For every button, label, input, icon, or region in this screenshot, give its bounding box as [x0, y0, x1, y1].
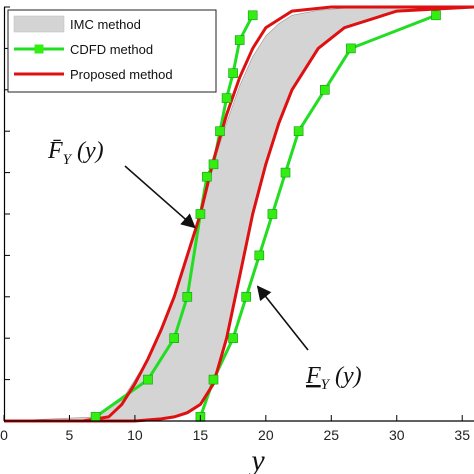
cdfd-upper-marker [143, 374, 153, 385]
cdfd-upper-marker [208, 159, 219, 170]
cdfd-upper-marker [234, 35, 245, 45]
cdfd-lower-marker [228, 333, 238, 344]
cdfd-lower-marker [254, 250, 265, 261]
cdfd-lower-marker [241, 291, 251, 302]
proposed-lower-line [4, 5, 474, 423]
x-tick-label: 30 [389, 427, 405, 443]
legend: IMC method CDFD method Proposed method [7, 9, 217, 93]
cdfd-lower-marker [431, 10, 441, 21]
cdfd-upper-marker [169, 333, 179, 344]
cdfd-lower-marker [293, 126, 304, 136]
cdfd-upper-marker [228, 68, 238, 78]
x-axis: 0 5 10 15 20 25 30 35 [0, 6, 474, 443]
upper-bound-arrow [124, 165, 196, 229]
cdfd-lower-marker [267, 209, 278, 219]
x-tick-label: 35 [454, 427, 470, 443]
plot-area [3, 5, 474, 423]
cdfd-upper-marker [215, 126, 225, 136]
cdfd-upper-marker [247, 10, 258, 21]
x-axis-title: y [248, 444, 265, 474]
annotations: F̄Y (y) FY (y) [47, 138, 362, 393]
cdfd-lower-marker [208, 374, 219, 385]
cdfd-upper-marker [202, 171, 212, 182]
x-tick-label: 5 [66, 427, 74, 443]
upper-bound-label: F̄Y (y) [47, 138, 104, 168]
lower-bound-label: FY (y) [305, 363, 362, 393]
x-tick-label: 0 [0, 427, 8, 443]
legend-swatch-imc [13, 15, 65, 33]
cdfd-lower-marker [346, 43, 356, 54]
x-tick-label: 15 [193, 427, 209, 443]
x-tick-label: 10 [127, 427, 143, 443]
cdfd-lower-marker [280, 167, 291, 178]
cdfd-upper-marker [221, 93, 232, 103]
lower-bound-arrow [256, 285, 309, 351]
cdfd-upper-marker [195, 209, 206, 219]
legend-label: Proposed method [70, 67, 173, 82]
x-tick-label: 20 [258, 427, 274, 443]
cdfd-upper-marker [182, 291, 193, 302]
legend-swatch-cdfd-marker [34, 44, 44, 54]
legend-label: IMC method [70, 17, 141, 32]
x-tick-label: 25 [324, 427, 340, 443]
legend-label: CDFD method [70, 42, 153, 57]
cdfd-upper-marker [90, 412, 101, 422]
cdfd-lower-marker [319, 85, 330, 95]
